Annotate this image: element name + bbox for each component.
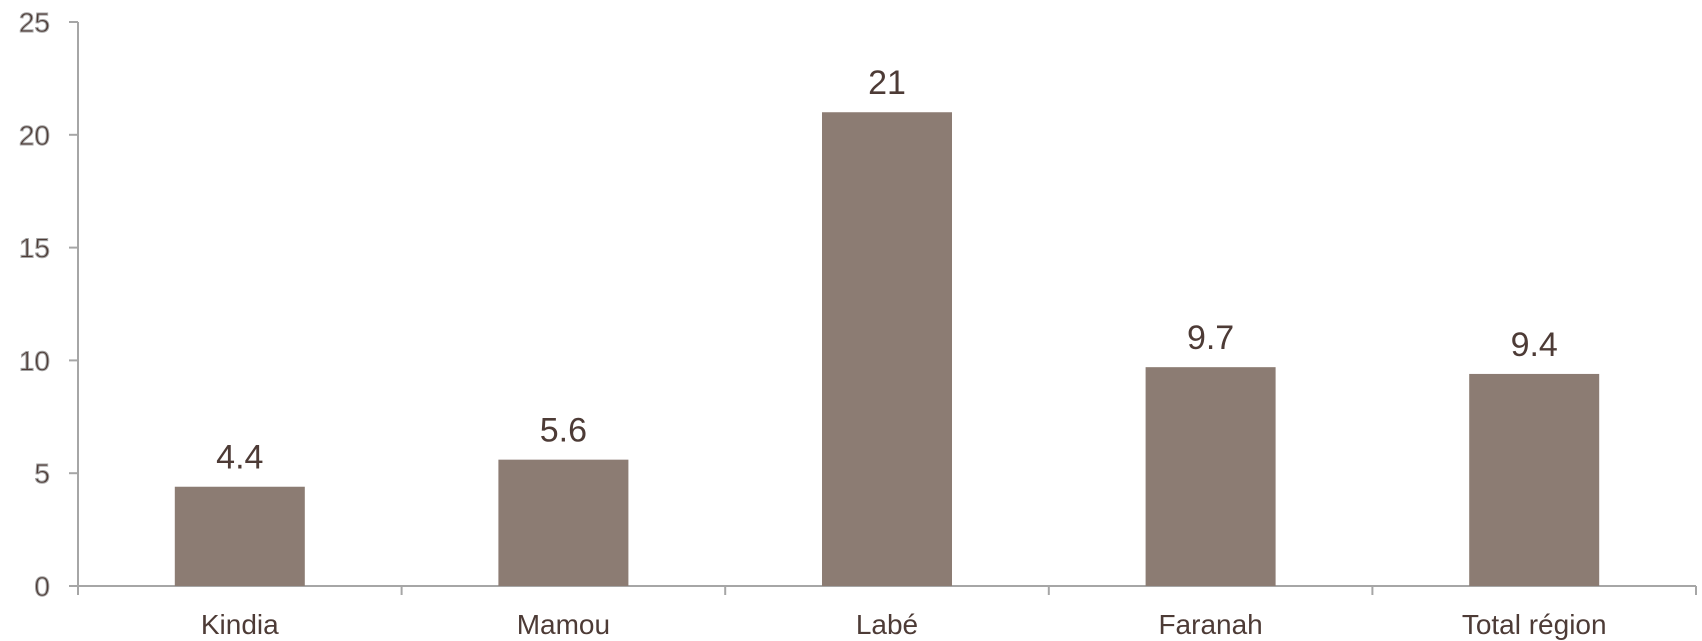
bar-1 <box>174 486 305 586</box>
x-category-label: Mamou <box>517 609 610 640</box>
y-tick-label: 15 <box>19 233 50 264</box>
bar-2 <box>498 459 629 586</box>
bar-value-label: 9.7 <box>1187 319 1234 357</box>
y-tick-label: 10 <box>19 345 50 376</box>
bar-3 <box>822 112 952 587</box>
y-tick-label: 20 <box>19 120 50 151</box>
y-tick-label: 25 <box>19 7 50 38</box>
x-category-label: Labé <box>856 609 918 640</box>
x-category-label: Total région <box>1462 609 1607 640</box>
x-category-label: Faranah <box>1158 609 1262 640</box>
bar-5 <box>1469 373 1600 586</box>
bar-value-label: 9.4 <box>1511 326 1558 364</box>
data-labels: 4.4 5.6 21 9.7 9.4 <box>216 64 1558 476</box>
bars <box>174 112 1600 587</box>
x-category-label: Kindia <box>201 609 279 640</box>
bar-value-label: 21 <box>868 64 906 102</box>
bar-value-label: 5.6 <box>540 412 587 450</box>
bar-value-label: 4.4 <box>216 439 263 477</box>
bar-4 <box>1145 367 1276 586</box>
y-tick-label: 5 <box>34 458 50 489</box>
x-axis: Kindia Mamou Labé Faranah Total région <box>77 585 1697 640</box>
y-tick-label: 0 <box>34 571 50 602</box>
y-axis: 0 5 10 15 20 25 <box>18 7 79 603</box>
